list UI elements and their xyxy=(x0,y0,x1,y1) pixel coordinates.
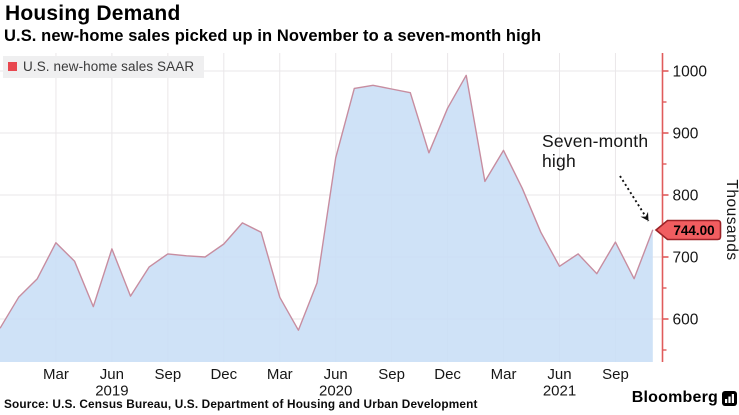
annotation-callout: Seven-month high xyxy=(542,131,648,171)
annotation-line-1: Seven-month xyxy=(542,131,649,151)
last-value-badge xyxy=(654,219,722,241)
y-axis-unit-label: Thousands xyxy=(723,179,739,260)
annotation-arrow xyxy=(619,175,650,222)
area-fill xyxy=(0,75,653,363)
bloomberg-wordmark: Bloomberg xyxy=(631,389,718,406)
x-tick-label: Sep xyxy=(378,366,405,383)
y-tick-label: 1000 xyxy=(673,64,708,81)
legend-label: U.S. new-home sales SAAR xyxy=(23,59,195,74)
page-title: Housing Demand xyxy=(5,2,181,25)
y-tick-label: 600 xyxy=(673,312,699,329)
series-line xyxy=(0,74,654,331)
x-tick-label: Sep xyxy=(602,366,629,383)
x-tick-label: Jun xyxy=(547,366,571,383)
x-tick-label: Mar xyxy=(43,366,69,383)
legend-swatch-icon xyxy=(8,62,17,71)
x-tick-label: Mar xyxy=(267,366,293,383)
last-value-badge-label: 744.00 xyxy=(673,223,714,238)
x-tick-label: Jun xyxy=(324,366,348,383)
bar-chart-icon xyxy=(722,390,737,406)
legend: U.S. new-home sales SAAR xyxy=(3,56,205,78)
page-subtitle: U.S. new-home sales picked up in Novembe… xyxy=(4,27,542,45)
x-tick-label: Sep xyxy=(154,366,181,383)
x-tick-label: Dec xyxy=(434,366,461,383)
x-tick-label: Dec xyxy=(210,366,237,383)
source-text: Source: U.S. Census Bureau, U.S. Departm… xyxy=(4,397,478,411)
x-year-label: 2019 xyxy=(95,383,128,400)
annotation-line-2: high xyxy=(542,151,576,171)
y-tick-label: 800 xyxy=(673,188,699,205)
bloomberg-logo: Bloomberg xyxy=(632,389,737,407)
x-tick-label: Jun xyxy=(100,366,124,383)
x-year-label: 2021 xyxy=(543,383,576,400)
x-tick-label: Mar xyxy=(491,366,517,383)
y-tick-label: 700 xyxy=(673,250,699,267)
y-tick-label: 900 xyxy=(673,126,699,143)
x-year-label: 2020 xyxy=(319,383,352,400)
